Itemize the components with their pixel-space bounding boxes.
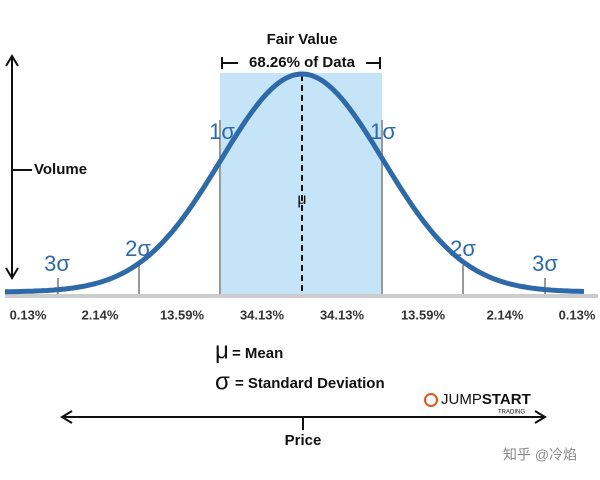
legend-symbol: μ (215, 337, 229, 364)
sigma-label: 2σ (125, 236, 151, 261)
title: Fair Value (267, 31, 338, 48)
legend-text: = Mean (232, 345, 283, 362)
y-label: Volume (34, 161, 87, 178)
x-label: Price (285, 432, 322, 449)
percentage-label: 34.13% (320, 307, 365, 322)
percentage-label: 13.59% (401, 307, 446, 322)
logo-icon (424, 393, 438, 407)
percentage-label: 34.13% (240, 307, 285, 322)
mean-symbol: μ (297, 191, 306, 208)
volume-axis (5, 54, 32, 280)
sigma-label: 1σ (370, 119, 396, 144)
sigma-lines (57, 120, 546, 295)
watermark: 知乎 @冷焰 (503, 447, 577, 463)
percentage-label: 13.59% (160, 307, 205, 322)
sigma-label: 1σ (209, 119, 235, 144)
subtitle: 68.26% of Data (249, 54, 356, 71)
percentage-label: 2.14% (82, 307, 119, 322)
percentage-label: 2.14% (487, 307, 524, 322)
sigma-label: 3σ (532, 251, 558, 276)
legend-symbol: σ (215, 368, 230, 395)
sigma-label: 2σ (450, 236, 476, 261)
logo-name: JUMPSTART (441, 391, 531, 408)
bell-curve (5, 71, 585, 295)
bracket (221, 57, 381, 69)
percentage-label: 0.13% (559, 307, 596, 322)
percentage-label: 0.13% (10, 307, 47, 322)
price-axis (60, 410, 547, 430)
logo-sub: TRADING (498, 410, 525, 416)
legend-text: = Standard Deviation (235, 375, 385, 392)
sigma-label: 3σ (44, 251, 70, 276)
